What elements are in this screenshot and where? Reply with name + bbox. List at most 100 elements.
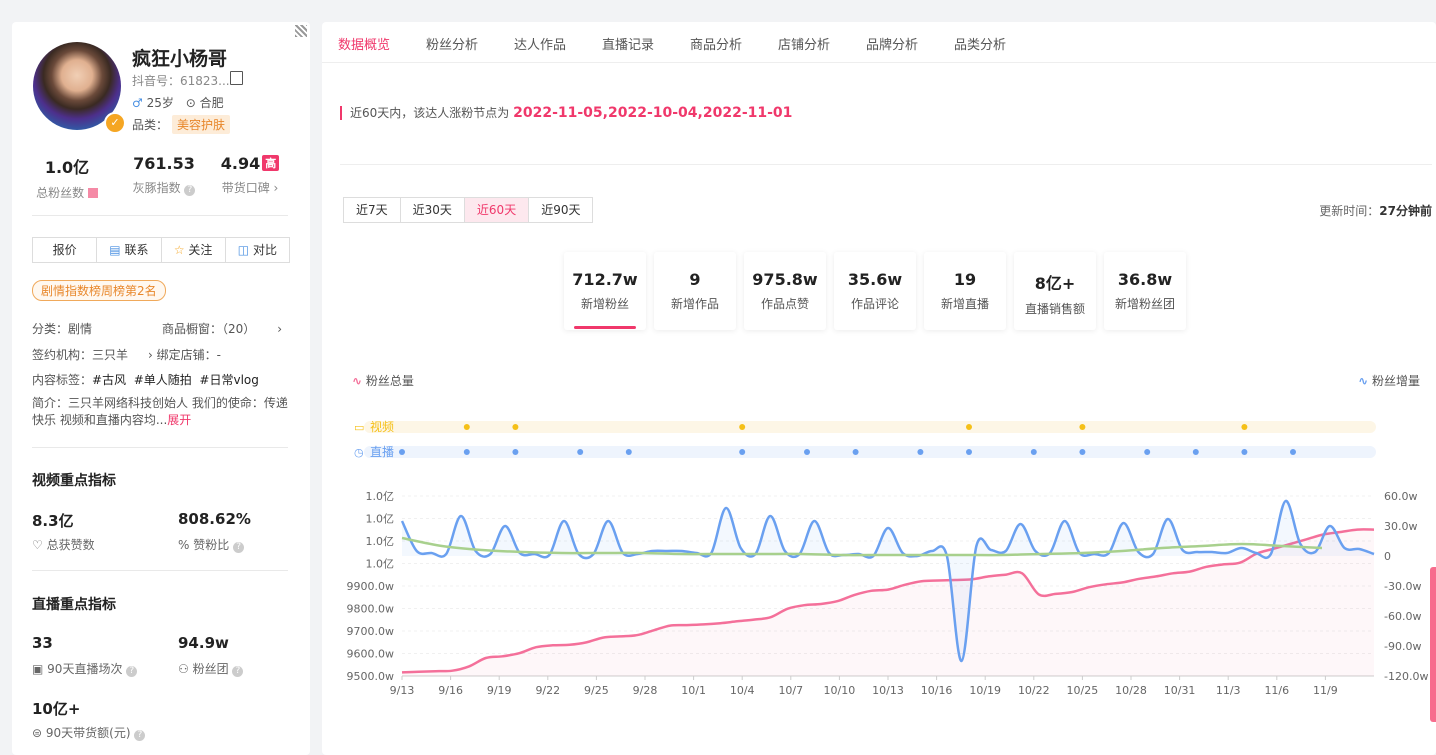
gmv-label: ⊜ 90天带货额(元) ? (32, 724, 146, 741)
main-panel: 数据概览 粉丝分析 达人作品 直播记录 商品分析 店铺分析 品牌分析 品类分析 … (322, 22, 1436, 755)
fans-chart: ▭ 视频 ◷ 直播 1.0亿 1.0亿 1.0亿 1.0亿 9900.0w 9800.0w 9700… (347, 419, 1429, 697)
stat-index-value: 761.53 (133, 154, 195, 173)
y-right-tick: -30.0w (1384, 580, 1421, 593)
compare-button[interactable]: ◫ 对比 (237, 243, 277, 257)
range-90d[interactable]: 近90天 (541, 203, 581, 217)
tab-products[interactable]: 商品分析 (690, 38, 743, 53)
live-event-dot (1241, 449, 1248, 455)
event-row-bg (364, 421, 1376, 433)
verified-icon: ✓ (104, 112, 126, 134)
video-event-dot (1079, 424, 1086, 430)
update-time: 更新时间：27分钟前 (1319, 204, 1432, 218)
quote-button[interactable]: 报价 (33, 238, 98, 262)
live-metrics-title: 直播重点指标 (32, 597, 116, 613)
stat-reputation-value: 4.94 高 (212, 154, 288, 173)
sessions-label: ▣ 90天直播场次 ? (32, 660, 138, 677)
bind-shop: › 绑定店铺：- (148, 348, 221, 362)
tab-overview[interactable]: 数据概览 (338, 38, 391, 53)
shop-window[interactable]: 商品橱窗：（20） › (162, 322, 283, 336)
live-event-dot (1030, 449, 1037, 455)
card-likes[interactable]: 975.8w 作品点赞 (744, 252, 826, 330)
follow-button[interactable]: ☆ 关注 (162, 238, 226, 262)
x-tick-label: 10/13 (872, 684, 904, 697)
range-60d[interactable]: 近60天 (464, 198, 530, 222)
legend-total[interactable]: ∿ 粉丝总量 (352, 374, 414, 388)
corner-fold-icon[interactable] (295, 25, 307, 37)
event-row-bg (364, 446, 1376, 458)
expand-link[interactable]: 展开 (167, 413, 192, 427)
x-tick-label: 10/4 (730, 684, 755, 697)
tab-fans[interactable]: 粉丝分析 (426, 38, 479, 53)
tab-live[interactable]: 直播记录 (602, 38, 655, 53)
y-right-tick: -60.0w (1384, 610, 1421, 623)
help-icon[interactable]: ? (232, 666, 244, 677)
card-new-fans[interactable]: 712.7w 新增粉丝 (564, 252, 646, 330)
tab-shops[interactable]: 店铺分析 (778, 38, 831, 53)
card-comments[interactable]: 35.6w 作品评论 (834, 252, 916, 330)
y-left-tick: 1.0亿 (366, 513, 395, 526)
age: 25岁 (146, 96, 174, 110)
growth-notice: 近60天内，该达人涨粉节点为 2022-11-05,2022-10-04,202… (340, 106, 792, 120)
range-7d[interactable]: 近7天 (344, 198, 401, 222)
percent-icon: % (178, 538, 190, 552)
x-tick-label: 10/7 (778, 684, 803, 697)
chart-icon[interactable] (87, 188, 98, 198)
y-right-tick: 60.0w (1384, 490, 1418, 503)
stat-fans: 1.0亿 总粉丝数 (32, 154, 102, 201)
side-tab[interactable] (1430, 567, 1436, 722)
live-event-dot (399, 449, 405, 455)
city: 合肥 (199, 96, 224, 110)
y-left-tick: 9900.0w (347, 580, 395, 593)
x-tick-label: 9/19 (487, 684, 512, 697)
stat-fans-label: 总粉丝数 (32, 184, 102, 201)
category: 品类： 美容护肤 (132, 115, 231, 134)
profile-name: 疯狂小杨哥 (132, 48, 228, 70)
video-metrics-title: 视频重点指标 (32, 473, 116, 489)
compare-icon: ◫ (237, 243, 250, 257)
live-event-dot (577, 449, 584, 455)
star-icon: ☆ (173, 243, 185, 257)
card-new-works[interactable]: 9 新增作品 (654, 252, 736, 330)
age-city: ♂ 25岁 ⊙ 合肥 (132, 94, 224, 111)
card-fan-group[interactable]: 36.8w 新增粉丝团 (1104, 252, 1186, 330)
video-event-dot (463, 424, 470, 430)
live-event-dot (1290, 449, 1296, 455)
contact-button[interactable]: ▤ 联系 (97, 238, 162, 262)
help-icon[interactable]: ? (184, 185, 196, 196)
y-left-tick: 9500.0w (347, 670, 395, 683)
x-tick-label: 9/25 (584, 684, 609, 697)
help-icon[interactable]: ? (233, 542, 245, 553)
x-tick-label: 9/16 (438, 684, 463, 697)
x-tick-label: 10/22 (1018, 684, 1050, 697)
stat-reputation[interactable]: 4.94 高 带货口碑 › (212, 154, 288, 196)
douyin-id: 抖音号：61823... (132, 74, 230, 88)
tab-brands[interactable]: 品牌分析 (866, 38, 919, 53)
y-right-tick: 30.0w (1384, 520, 1418, 533)
card-live-sales[interactable]: 8亿+ 直播销售额 (1014, 252, 1096, 330)
total-fans-line (401, 528, 1375, 674)
tab-categories[interactable]: 品类分析 (954, 38, 1007, 53)
video-event-dot (739, 424, 746, 430)
x-tick-label: 10/19 (969, 684, 1001, 697)
content-tags: 内容标签：#古风 #单人随拍 #日常vlog (32, 373, 259, 387)
live-event-dot (917, 449, 924, 455)
male-icon: ♂ (132, 96, 143, 110)
help-icon[interactable]: ? (134, 730, 146, 741)
legend-increment[interactable]: ∿ 粉丝增量 (1358, 374, 1420, 388)
tab-works[interactable]: 达人作品 (514, 38, 567, 53)
calendar-icon: ▣ (32, 662, 44, 676)
y-right-tick: -120.0w (1384, 670, 1428, 683)
heart-icon: ♡ (32, 538, 43, 552)
classify: 分类：剧情 (32, 322, 93, 336)
card-new-live[interactable]: 19 新增直播 (924, 252, 1006, 330)
category-tag[interactable]: 美容护肤 (172, 115, 231, 134)
users-icon: ⚇ (178, 662, 189, 676)
increment-area (402, 500, 1374, 662)
x-tick-label: 10/10 (824, 684, 856, 697)
help-icon[interactable]: ? (126, 666, 138, 677)
agency: 签约机构：三只羊 (32, 348, 129, 362)
stat-index-label: 灰豚指数 ? (124, 179, 204, 196)
rank-badge[interactable]: 剧情指数榜周榜第2名 (32, 280, 166, 301)
range-30d[interactable]: 近30天 (401, 198, 465, 222)
copy-icon[interactable] (230, 71, 243, 85)
